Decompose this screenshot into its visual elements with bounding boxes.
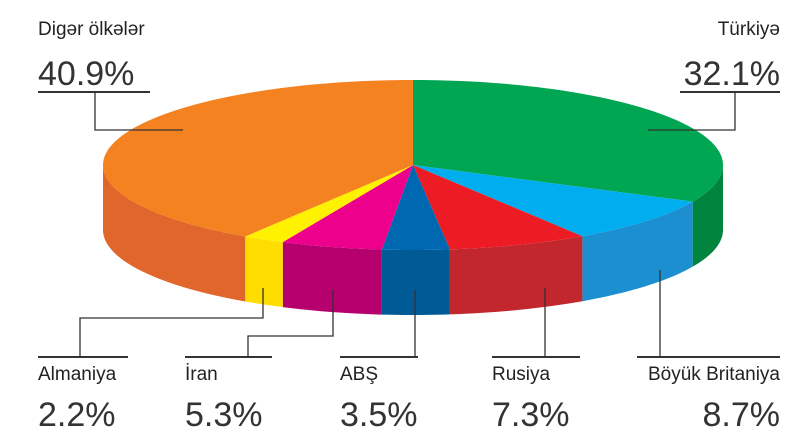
- leader-line: [94, 92, 183, 131]
- value-label: 8.7%: [703, 396, 781, 434]
- value-label: 5.3%: [185, 396, 263, 434]
- slice-side: [245, 236, 283, 308]
- value-label: 7.3%: [492, 396, 570, 434]
- value-label: 40.9%: [38, 55, 134, 93]
- category-label: İran: [185, 364, 218, 385]
- slice-side: [582, 201, 693, 302]
- category-label: Rusiya: [492, 364, 551, 385]
- leader-line: [247, 290, 334, 357]
- category-label: ABŞ: [340, 364, 378, 385]
- slice: [245, 165, 413, 243]
- value-label: 2.2%: [38, 396, 116, 434]
- leader-line: [79, 288, 264, 357]
- category-label: Böyük Britaniya: [648, 364, 780, 385]
- slice: [381, 165, 450, 250]
- slice-side: [692, 165, 723, 267]
- slice: [413, 165, 693, 237]
- category-label: Digər ölkələr: [38, 19, 145, 40]
- slice-side: [381, 249, 450, 315]
- slice: [103, 80, 414, 237]
- slice: [413, 80, 723, 202]
- slice-side: [282, 242, 382, 315]
- value-label: 3.5%: [340, 396, 418, 434]
- slice: [282, 165, 413, 250]
- slice-side: [449, 236, 583, 315]
- leader-line: [648, 92, 736, 131]
- category-label: Türkiyə: [718, 19, 780, 40]
- category-label: Almaniya: [38, 364, 117, 385]
- value-label: 32.1%: [684, 55, 780, 93]
- slice-side: [103, 165, 246, 302]
- slice: [413, 165, 583, 250]
